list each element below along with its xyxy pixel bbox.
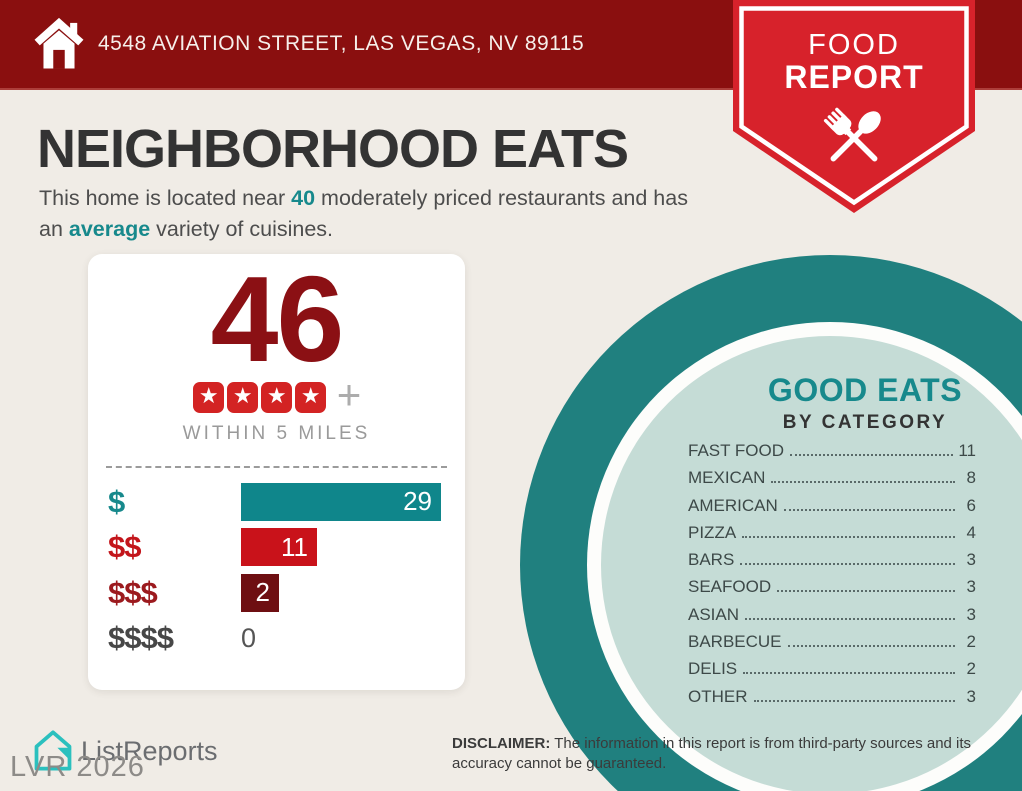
category-row: BARBECUE 2 xyxy=(688,632,976,659)
category-row: PIZZA 4 xyxy=(688,523,976,550)
good-eats-title: GOOD EATS xyxy=(767,372,963,408)
category-value: 11 xyxy=(958,441,976,460)
intro-part3: variety of cuisines. xyxy=(150,216,334,241)
category-row: OTHER 3 xyxy=(688,687,976,714)
bar-area: 0 xyxy=(241,623,465,654)
dotted-leader xyxy=(783,508,955,511)
price-level-chart: $29 $$ 11 $$$ 2 $$$$ 0 xyxy=(88,479,465,661)
category-row: BARS 3 xyxy=(688,550,976,577)
category-value: 2 xyxy=(966,659,976,679)
bar-value: 2 xyxy=(255,577,270,608)
category-value: 4 xyxy=(966,522,976,542)
price-level-label: $$$ xyxy=(108,574,158,610)
dotted-leader xyxy=(743,672,955,675)
star-badge-icon: ★ xyxy=(227,381,259,413)
dotted-leader xyxy=(753,699,955,702)
category-label: FAST FOOD xyxy=(688,441,785,460)
brand-name: ListReports xyxy=(81,735,218,766)
category-label: ASIAN xyxy=(688,604,740,624)
restaurant-count-highlight: 40 xyxy=(291,186,316,210)
listreports-house-icon xyxy=(34,730,72,771)
category-row: DELIS 2 xyxy=(688,659,976,686)
price-row: $$ 11 xyxy=(108,525,465,571)
dotted-leader xyxy=(742,535,955,538)
crossed-spoon-fork-icon xyxy=(823,107,881,162)
dotted-leader xyxy=(777,590,955,593)
price-row: $29 xyxy=(108,479,465,525)
star-rating: ★ ★ ★ ★ + xyxy=(88,374,465,416)
good-eats-header: GOOD EATS BY CATEGORY xyxy=(705,372,1022,434)
price-count-bar: 2 xyxy=(241,573,279,612)
listreports-logo: ListReports xyxy=(33,729,218,773)
category-label: PIZZA xyxy=(688,522,737,542)
category-label: OTHER xyxy=(688,686,748,706)
dotted-leader xyxy=(790,454,954,456)
category-label: DELIS xyxy=(688,659,738,679)
star-badge-icon: ★ xyxy=(295,381,327,413)
category-value: 6 xyxy=(966,495,976,515)
bar-value: 29 xyxy=(403,486,432,517)
disclaimer-text: The information in this report is from t… xyxy=(452,735,972,773)
category-row: FAST FOOD 11 xyxy=(688,441,976,468)
intro-part2: moderately priced restaurants and has an xyxy=(39,186,688,241)
price-row: $$$$ 0 xyxy=(108,616,465,662)
property-address: 4548 AVIATION STREET, LAS VEGAS, NV 8911… xyxy=(98,32,585,55)
disclaimer-label: DISCLAIMER: xyxy=(452,735,551,752)
category-value: 3 xyxy=(966,686,976,706)
price-level-label: $$ xyxy=(108,529,141,565)
category-value: 8 xyxy=(966,468,976,488)
bar-value: 11 xyxy=(281,531,308,562)
star-badge-icon: ★ xyxy=(193,381,225,413)
watermark-text: LVR 2026 xyxy=(10,751,145,783)
price-row: $$$ 2 xyxy=(108,570,465,616)
radius-label: WITHIN 5 MILES xyxy=(182,423,371,444)
dotted-leader xyxy=(787,645,955,648)
variety-highlight: average xyxy=(68,216,151,241)
price-count-bar: 11 xyxy=(241,528,317,567)
intro-part1: This home is located near xyxy=(39,186,292,210)
bar-area: 11 xyxy=(241,528,465,567)
category-label: BARS xyxy=(688,550,735,570)
category-list: FAST FOOD 11 MEXICAN 8 AMERICAN 6 PIZZA 4 BARS 3 S… xyxy=(688,441,976,714)
category-value: 3 xyxy=(966,550,976,570)
category-label: BARBECUE xyxy=(688,632,782,652)
category-label: SEAFOOD xyxy=(688,577,772,597)
good-eats-subtitle: BY CATEGORY xyxy=(782,412,948,433)
category-value: 3 xyxy=(966,604,976,624)
category-row: ASIAN 3 xyxy=(688,605,976,632)
price-level-label: $ xyxy=(108,483,125,519)
dotted-leader xyxy=(771,481,955,484)
category-row: SEAFOOD 3 xyxy=(688,577,976,604)
home-icon xyxy=(34,17,84,69)
category-label: AMERICAN xyxy=(688,495,778,515)
food-report-ribbon: FOOD REPORT xyxy=(733,0,975,213)
bar-area: 2 xyxy=(241,573,465,612)
restaurant-stats-card: 46 ★ ★ ★ ★ + WITHIN 5 MILES $29 $$ 11 $$$ 2 $$$$ 0 xyxy=(88,254,465,690)
page-title: NEIGHBORHOOD EATS xyxy=(37,119,629,179)
total-restaurant-count: 46 xyxy=(210,251,345,387)
dashed-divider xyxy=(106,466,447,468)
category-value: 2 xyxy=(966,632,976,652)
dotted-leader xyxy=(745,617,955,620)
category-row: AMERICAN 6 xyxy=(688,496,976,523)
ribbon-line1: FOOD xyxy=(808,29,900,61)
intro-text: This home is located near 40 moderately … xyxy=(39,183,707,244)
ribbon-line2: REPORT xyxy=(784,59,923,95)
category-label: MEXICAN xyxy=(688,468,766,488)
disclaimer: DISCLAIMER: The information in this repo… xyxy=(452,734,980,775)
dotted-leader xyxy=(740,563,955,566)
plus-icon: + xyxy=(336,371,362,418)
bar-area: 29 xyxy=(241,482,465,521)
price-count-bar: 29 xyxy=(241,482,441,521)
bar-value-zero: 0 xyxy=(241,622,257,653)
category-row: MEXICAN 8 xyxy=(688,468,976,495)
category-value: 3 xyxy=(966,577,976,597)
price-level-label: $$$$ xyxy=(108,620,174,656)
star-badge-icon: ★ xyxy=(261,381,293,413)
